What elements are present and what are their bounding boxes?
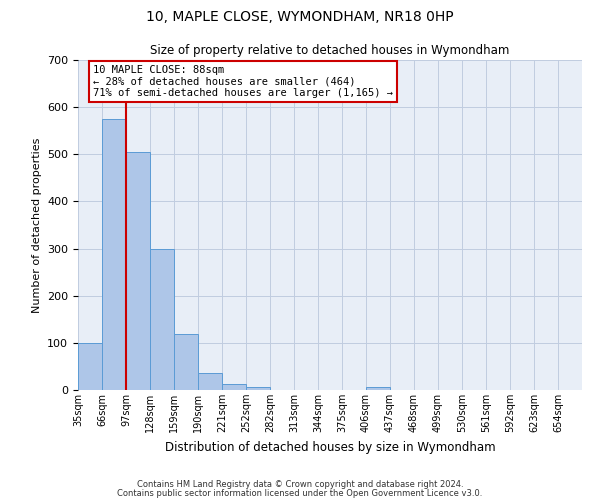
Title: Size of property relative to detached houses in Wymondham: Size of property relative to detached ho…: [151, 44, 509, 58]
Bar: [366, 386, 390, 390]
Text: 10, MAPLE CLOSE, WYMONDHAM, NR18 0HP: 10, MAPLE CLOSE, WYMONDHAM, NR18 0HP: [146, 10, 454, 24]
Text: 10 MAPLE CLOSE: 88sqm
← 28% of detached houses are smaller (464)
71% of semi-det: 10 MAPLE CLOSE: 88sqm ← 28% of detached …: [93, 65, 393, 98]
Bar: [174, 334, 198, 390]
Text: Contains HM Land Registry data © Crown copyright and database right 2024.: Contains HM Land Registry data © Crown c…: [137, 480, 463, 489]
Bar: [198, 372, 222, 390]
Bar: [102, 119, 126, 390]
Bar: [126, 152, 150, 390]
Bar: [222, 384, 246, 390]
Bar: [150, 248, 174, 390]
Bar: [78, 343, 102, 390]
X-axis label: Distribution of detached houses by size in Wymondham: Distribution of detached houses by size …: [164, 440, 496, 454]
Text: Contains public sector information licensed under the Open Government Licence v3: Contains public sector information licen…: [118, 489, 482, 498]
Bar: [246, 386, 270, 390]
Y-axis label: Number of detached properties: Number of detached properties: [32, 138, 41, 312]
